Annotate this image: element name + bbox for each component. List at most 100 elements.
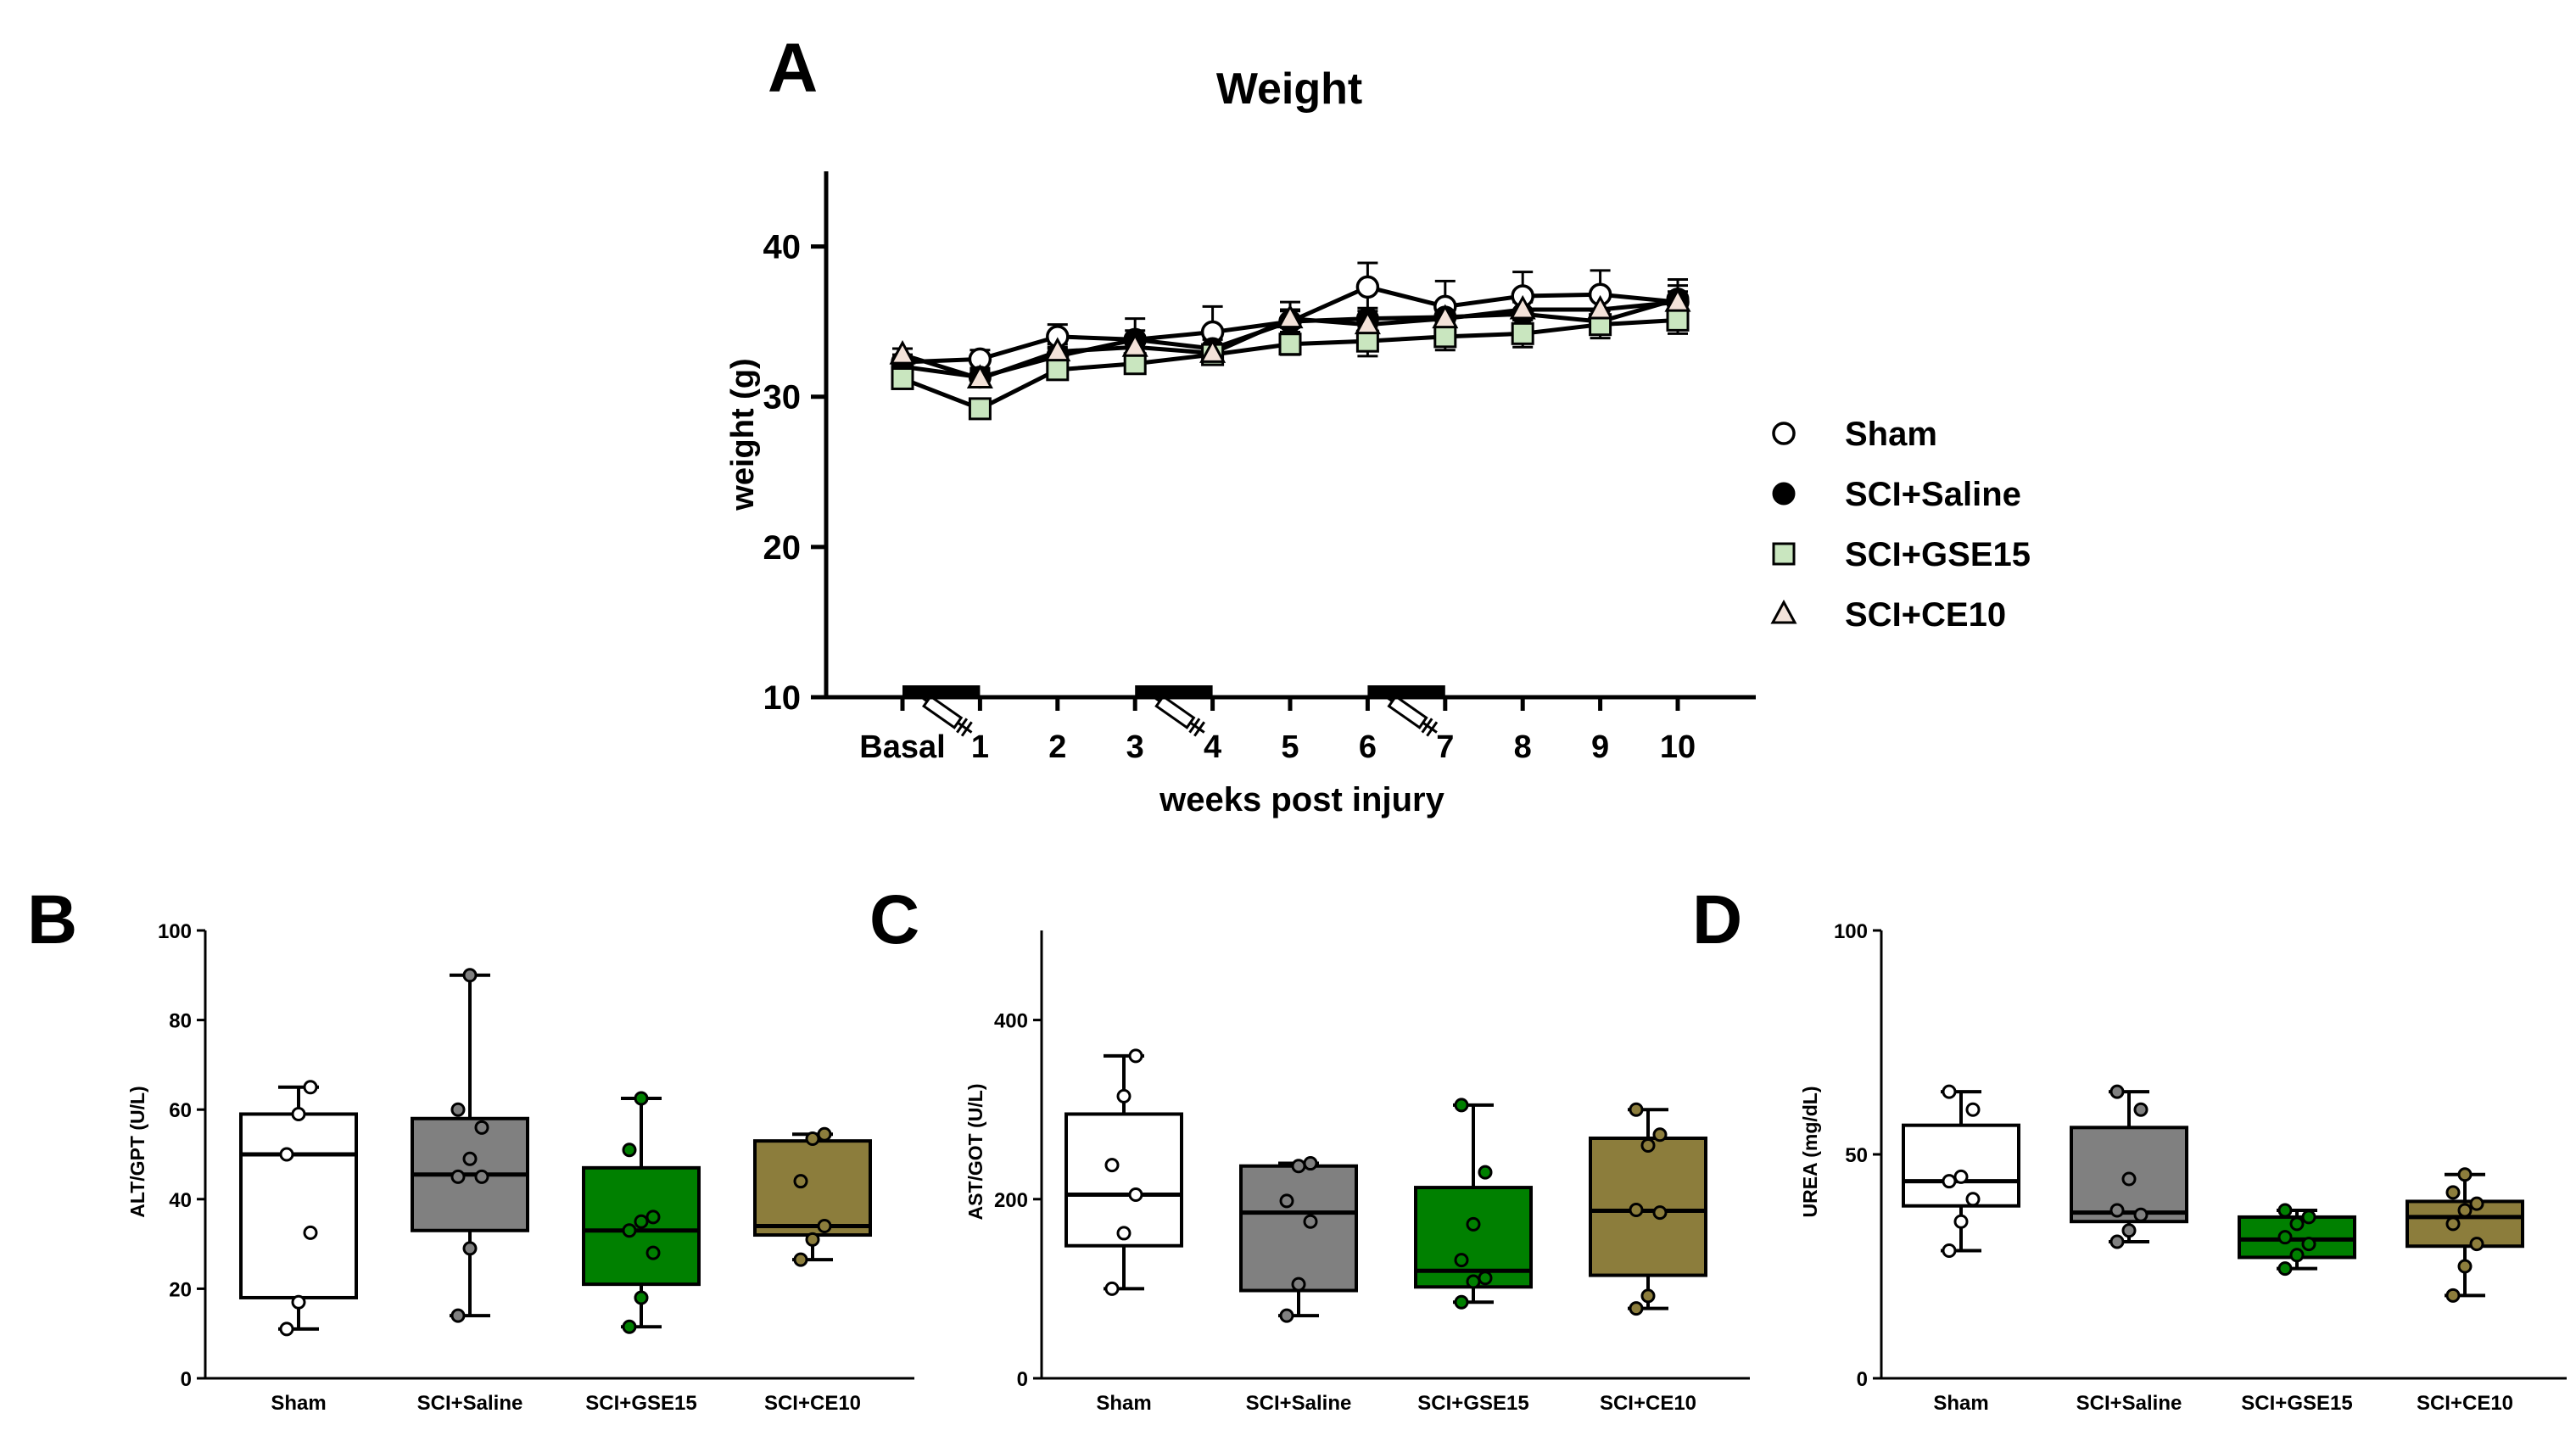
data-point [2289, 1216, 2305, 1232]
panel-c-y-tick-label: 400 [994, 1010, 1028, 1033]
data-point [2289, 1248, 2305, 1263]
data-point [1466, 1216, 1481, 1232]
data-point [2457, 1203, 2473, 1218]
weight-chart-title: Weight [1216, 64, 1362, 114]
legend-marker-sci-gse15 [1772, 542, 1796, 566]
point-sci-ce10 [966, 364, 993, 388]
panel-c-y-tick-label: 200 [994, 1189, 1028, 1212]
weight-chart: A Weight weight (g) weeks post injury 10… [725, 30, 2031, 818]
panel-b-y-tick-label: 0 [181, 1368, 192, 1391]
data-point [1965, 1192, 1981, 1207]
data-point [645, 1210, 661, 1225]
weight-x-tick-label: 9 [1591, 729, 1609, 765]
data-point [2457, 1167, 2473, 1182]
markers-sci-ce10 [889, 287, 1691, 388]
data-point [1652, 1205, 1668, 1221]
data-point [1104, 1158, 1120, 1173]
panel-c-x-tick-label: Sham [1096, 1392, 1151, 1415]
weight-x-tick-label: 3 [1126, 729, 1144, 765]
weight-y-tick-label: 10 [763, 679, 802, 717]
point-sci-ce10 [889, 339, 916, 365]
data-point [1291, 1277, 1306, 1292]
weight-x-tick-label: 1 [971, 729, 989, 765]
data-point [1629, 1301, 1644, 1316]
data-point [1128, 1187, 1143, 1203]
panel-a-label: A [768, 30, 818, 107]
panel-d-y-tick-label: 50 [1845, 1144, 1868, 1167]
data-point [1965, 1102, 1981, 1117]
data-point [1116, 1088, 1132, 1103]
data-point [1942, 1084, 1957, 1099]
panel-b-x-tick-label: SCI+Saline [417, 1392, 523, 1415]
data-point [462, 1151, 478, 1166]
panel-c-box-sci-saline: SCI+Saline [1239, 1156, 1358, 1415]
data-point [1279, 1308, 1294, 1323]
data-point [450, 1102, 466, 1117]
point-sham [1355, 275, 1380, 299]
data-point [1640, 1137, 1656, 1153]
data-point [1629, 1102, 1644, 1117]
legend-marker-sci-ce10 [1770, 599, 1797, 624]
box-iqr [1902, 1123, 2020, 1208]
data-point [1303, 1214, 1318, 1229]
data-point [622, 1319, 637, 1334]
panel-b-box-sci-gse15: SCI+GSE15 [582, 1091, 701, 1415]
alt-box-chart: ALT/GPT (U/L) 0 20 40 60 80 100 Sham SCI+Saline… [126, 920, 914, 1415]
point-sci-gse15 [968, 397, 992, 421]
data-point [303, 1080, 318, 1095]
point-sci-ce10 [1354, 310, 1381, 335]
panel-b-x-tick-label: SCI+GSE15 [585, 1392, 696, 1415]
data-point [291, 1294, 306, 1310]
point-sci-gse15 [1278, 332, 1302, 356]
data-point [817, 1126, 832, 1142]
data-point [805, 1232, 820, 1247]
data-point [2445, 1185, 2461, 1200]
data-point [1953, 1169, 1969, 1184]
data-point [474, 1169, 489, 1184]
panel-b-box-sham: Sham [239, 1080, 358, 1415]
data-point [450, 1169, 466, 1184]
panel-c-y-tick-label: 0 [1017, 1368, 1028, 1391]
panel-b-y-tick-label: 100 [158, 920, 192, 943]
treatment-period-bar [1135, 685, 1213, 697]
data-point [1629, 1202, 1644, 1217]
panel-c-x-tick-label: SCI+CE10 [1600, 1392, 1696, 1415]
point-sci-gse15 [891, 366, 914, 390]
data-point [1466, 1274, 1481, 1289]
data-point [1942, 1243, 1957, 1259]
weight-x-axis-label: weeks post injury [1159, 781, 1444, 818]
data-point [622, 1223, 637, 1238]
point-sci-ce10 [1587, 294, 1614, 320]
data-point [2133, 1207, 2149, 1222]
panel-c-box-sham: Sham [1064, 1048, 1183, 1415]
data-point [2301, 1210, 2316, 1225]
legend-marker-sci-saline [1772, 482, 1796, 506]
legend-label-sci-gse15: SCI+GSE15 [1845, 536, 2031, 573]
panel-b-x-tick-label: SCI+CE10 [764, 1392, 861, 1415]
point-sci-gse15 [1433, 325, 1457, 349]
weight-y-tick-label: 20 [763, 529, 802, 567]
point-sci-gse15 [1511, 321, 1534, 345]
data-point [817, 1218, 832, 1233]
data-point [2277, 1203, 2293, 1218]
point-sci-ce10 [1277, 304, 1304, 329]
data-point [1942, 1174, 1957, 1189]
weight-x-tick-label: 4 [1204, 729, 1221, 765]
data-point [474, 1120, 489, 1135]
point-sci-ce10 [1664, 287, 1691, 312]
panel-c-box-sci-gse15: SCI+GSE15 [1414, 1098, 1533, 1415]
data-point [634, 1091, 649, 1106]
data-point [793, 1174, 808, 1189]
ast-y-axis-label: AST/GOT (U/L) [964, 1084, 986, 1221]
weight-x-tick-label: 10 [1660, 729, 1696, 765]
box-iqr [753, 1139, 872, 1237]
data-point [1478, 1271, 1493, 1286]
weight-x-tick-label: Basal [859, 729, 945, 765]
data-point [1279, 1193, 1294, 1209]
panel-d-box-sci-gse15: SCI+GSE15 [2238, 1203, 2356, 1415]
point-sci-gse15 [1666, 308, 1690, 332]
panel-d-y-tick-label: 0 [1857, 1368, 1868, 1391]
panel-b-x-tick-label: Sham [271, 1392, 326, 1415]
data-point [2109, 1084, 2125, 1099]
